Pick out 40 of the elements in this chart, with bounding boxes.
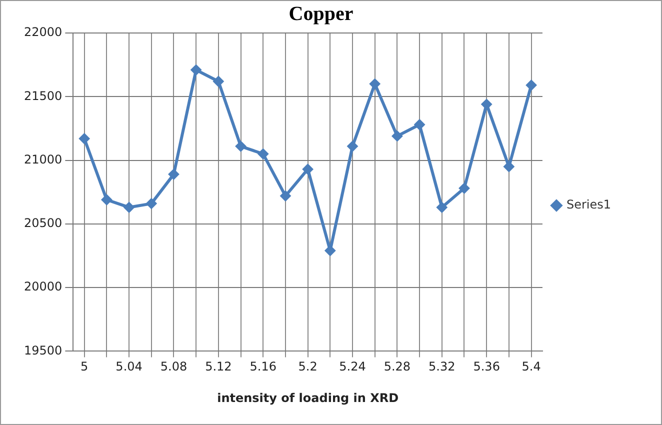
y-tick-label: 19500 xyxy=(24,343,62,358)
point xyxy=(369,78,380,90)
chart-title: Copper xyxy=(288,3,354,26)
point xyxy=(526,80,537,91)
y-tick-label: 21000 xyxy=(24,152,62,166)
point xyxy=(503,161,514,172)
x-axis-title: intensity of loading in XRD xyxy=(217,390,399,405)
x-tick-label: 5.12 xyxy=(205,360,232,374)
point xyxy=(124,202,135,213)
point xyxy=(280,190,291,202)
x-tick-label: 5.24 xyxy=(339,360,366,374)
x-tick-label: 5.04 xyxy=(116,360,142,374)
x-tick-label: 5.4 xyxy=(522,360,541,374)
y-tick-label: 22000 xyxy=(24,25,62,40)
point xyxy=(458,182,470,194)
point xyxy=(101,194,112,206)
x-tick-label: 5.16 xyxy=(250,360,276,374)
x-tick-label: 5.08 xyxy=(160,360,188,374)
point xyxy=(78,133,90,144)
point xyxy=(481,98,492,110)
x-tick-label: 5.2 xyxy=(298,360,318,374)
point xyxy=(436,202,448,213)
point xyxy=(414,119,426,130)
point xyxy=(168,168,180,180)
x-tick-label: 5.28 xyxy=(384,360,411,374)
point xyxy=(392,130,403,142)
y-tick-label: 20000 xyxy=(24,280,62,294)
point xyxy=(146,198,157,210)
point xyxy=(235,140,246,152)
legend-label: Series1 xyxy=(566,198,612,212)
point xyxy=(258,148,269,160)
x-tick-label: 5 xyxy=(80,360,88,374)
point xyxy=(212,76,224,87)
x-tick-label: 5.36 xyxy=(473,360,500,374)
y-tick-label: 20500 xyxy=(24,216,62,230)
point xyxy=(302,164,314,175)
y-tick-label: 21500 xyxy=(24,88,62,103)
point xyxy=(190,64,202,76)
point xyxy=(347,140,358,152)
x-tick-label: 5.32 xyxy=(428,360,456,374)
